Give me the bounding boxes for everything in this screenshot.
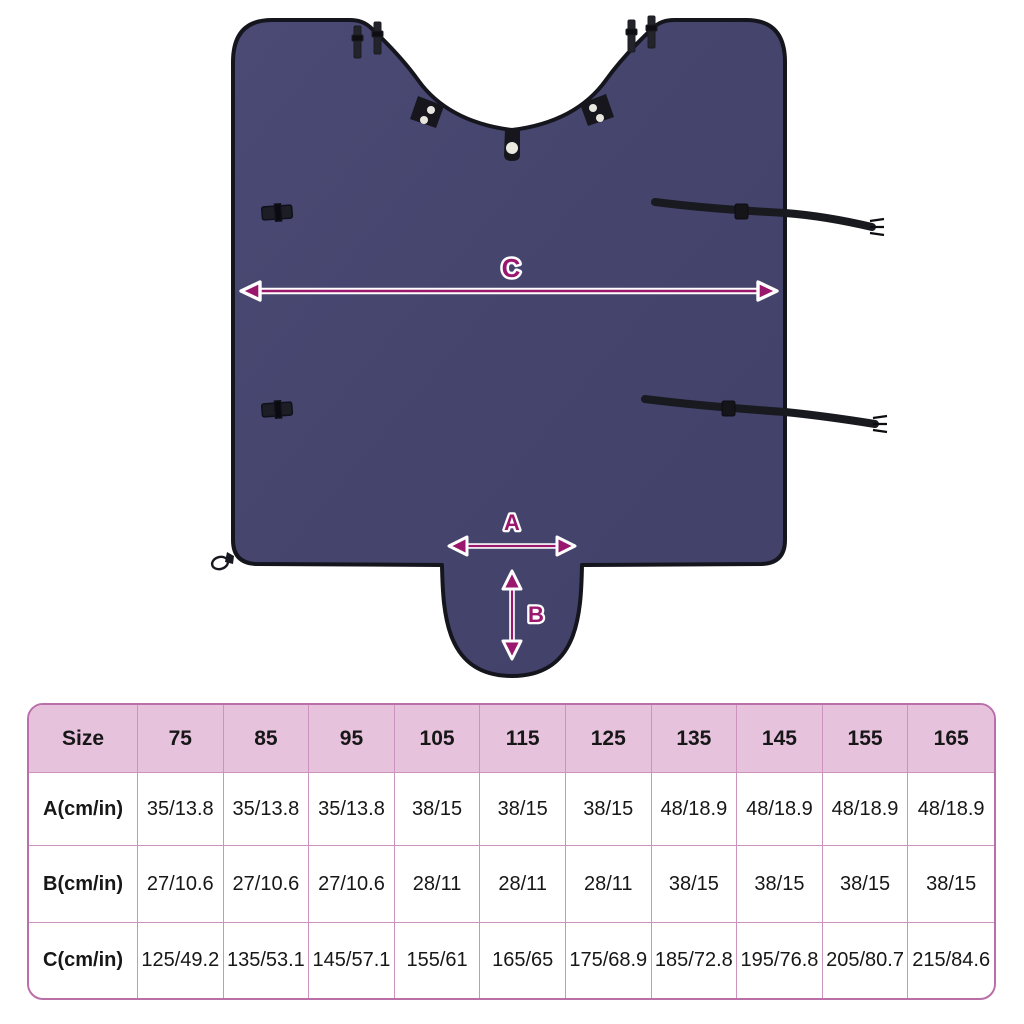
svg-text:B: B <box>528 602 544 627</box>
svg-text:C: C <box>502 253 521 283</box>
svg-text:A: A <box>504 510 520 535</box>
